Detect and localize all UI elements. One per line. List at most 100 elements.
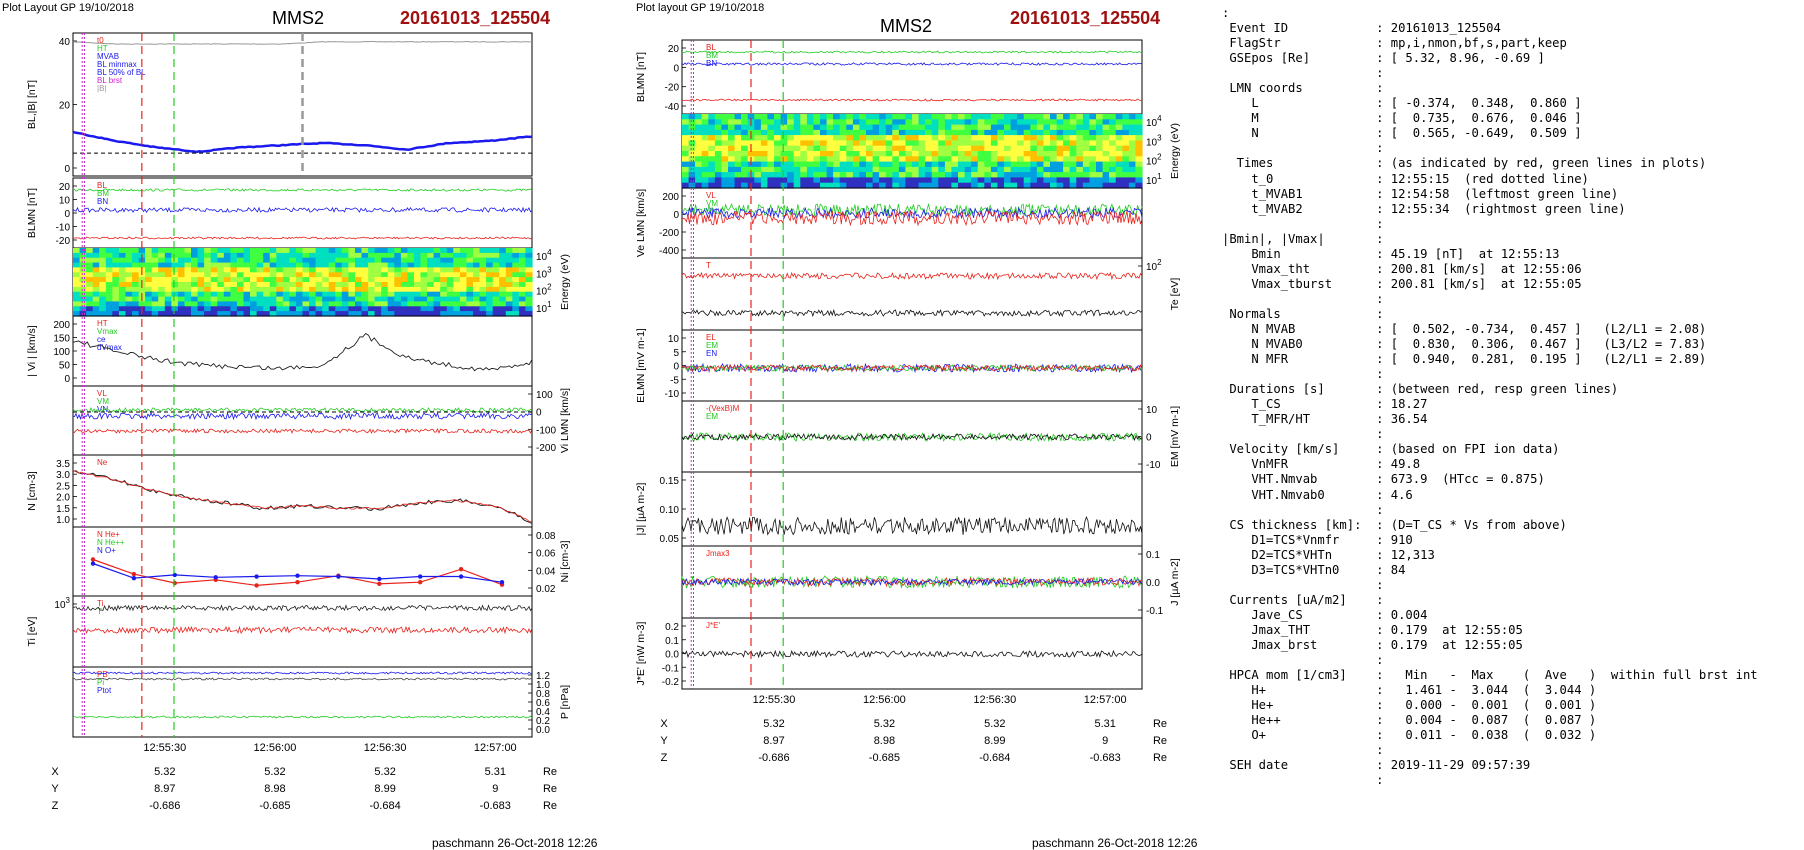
y-axis-label: BLMN [nT]: [26, 188, 38, 238]
spectrogram-cell: [714, 172, 723, 178]
spectrogram-cell: [898, 151, 907, 157]
y-tick-label: 102: [1146, 153, 1162, 168]
spectrogram-cell: [341, 301, 349, 307]
legend-entry: Pi: [97, 678, 104, 687]
spectrogram-cell: [879, 140, 887, 147]
spectrogram-cell: [695, 161, 703, 168]
spectrogram-cell: [1069, 140, 1077, 147]
spectrogram-cell: [931, 161, 939, 168]
y-tick-label: 100: [536, 390, 553, 401]
spectrogram-cell: [741, 177, 749, 184]
spectrogram-cell: [112, 282, 120, 288]
spectrogram-cell: [387, 311, 395, 317]
spectrogram-cell: [898, 135, 907, 141]
spectrogram-cell: [780, 145, 788, 152]
ve-m-trace: [681, 206, 1143, 220]
spectrogram-cell: [852, 124, 861, 131]
spectrogram-cell: [486, 296, 494, 303]
spectrogram-cell: [774, 114, 782, 120]
spectrogram-cell: [1128, 145, 1137, 152]
spectrogram-cell: [486, 301, 494, 307]
spectrogram-cell: [256, 267, 264, 273]
spectrogram-cell: [453, 306, 461, 312]
spectrogram-cell: [73, 272, 81, 278]
spectrogram-cell: [191, 306, 199, 312]
spectrogram-cell: [99, 301, 107, 307]
spectrogram-cell: [86, 277, 94, 283]
spectrogram-cell: [459, 277, 468, 283]
spectrogram-cell: [728, 156, 736, 163]
spectrogram-cell: [525, 301, 533, 307]
spectrogram-cell: [282, 262, 290, 269]
spectrogram-cell: [341, 296, 349, 303]
em-trace: [681, 363, 1143, 373]
info-line: :: [1376, 66, 1384, 81]
spectrogram-cell: [282, 301, 290, 307]
spectrogram-cell: [158, 252, 166, 259]
spectrogram-cell: [721, 177, 729, 184]
spectrogram-cell: [132, 291, 140, 298]
spectrogram-cell: [787, 114, 795, 120]
spectrogram-cell: [499, 257, 507, 264]
spectrogram-cell: [420, 252, 428, 259]
spectrogram-cell: [984, 166, 992, 173]
spectrogram-cell: [839, 161, 847, 168]
spectrogram-cell: [250, 296, 258, 303]
spectrogram-cell: [335, 301, 343, 307]
spectrogram-cell: [138, 286, 146, 293]
spectrogram-cell: [112, 248, 120, 254]
info-line: VHT.Nmvab0 : 4.6: [1251, 487, 1413, 502]
spectrogram-cell: [1089, 151, 1097, 157]
spectrogram-cell: [879, 156, 887, 163]
spectrogram-cell: [73, 257, 81, 264]
spectrogram-cell: [492, 252, 500, 259]
spectrogram-cell: [964, 156, 972, 163]
spectrogram-cell: [263, 248, 271, 254]
spectrogram-cell: [73, 296, 81, 303]
spectrogram-cell: [348, 311, 356, 317]
spectrogram-cell: [1004, 114, 1012, 120]
spectrogram-cell: [145, 248, 153, 254]
spectrogram-cell: [1010, 145, 1018, 152]
spectrogram-cell: [132, 306, 140, 312]
spectrogram-cell: [833, 119, 841, 126]
spectrogram-cell: [1036, 177, 1045, 184]
spectrogram-cell: [898, 166, 907, 173]
spectrogram-cell: [852, 114, 861, 120]
spectrogram-cell: [79, 277, 87, 283]
legend-entry: T: [706, 261, 711, 270]
spectrogram-cell: [728, 124, 736, 131]
x-tick-label: 12:57:00: [1084, 694, 1127, 706]
spectrogram-cell: [728, 177, 736, 184]
spectrogram-cell: [99, 291, 107, 298]
spectrogram-cell: [414, 248, 422, 254]
spectrogram-cell: [898, 161, 907, 168]
spectrogram-cell: [86, 272, 94, 278]
spectrogram-cell: [387, 291, 395, 298]
spectrogram-cell: [714, 156, 723, 163]
spectrogram-cell: [820, 156, 828, 163]
spectrogram-cell: [164, 282, 172, 288]
spectrogram-cell: [243, 252, 251, 259]
spectrogram-cell: [977, 129, 985, 136]
spectrogram-cell: [780, 135, 788, 141]
spectrogram-cell: [453, 301, 461, 307]
spectrogram-cell: [1023, 135, 1031, 141]
spectrogram-cell: [820, 151, 828, 157]
spectrogram-cell: [473, 248, 481, 254]
spectrogram-cell: [1135, 172, 1143, 178]
spectrogram-cell: [407, 252, 415, 259]
y-tick-label: 20: [59, 101, 71, 112]
spectrogram-cell: [892, 156, 900, 163]
y-axis-label: J [µA m-2]: [1169, 558, 1181, 606]
spectrogram-cell: [754, 140, 762, 147]
spectrogram-cell: [833, 140, 841, 147]
spectrogram-cell: [971, 177, 979, 184]
spectrogram-cell: [1050, 161, 1058, 168]
spectrogram-cell: [420, 286, 428, 293]
spectrogram-cell: [1069, 114, 1077, 120]
spectrogram-cell: [1082, 114, 1091, 120]
spectrogram-cell: [925, 182, 933, 189]
spectrogram-cell: [708, 124, 716, 131]
spectrogram-cell: [951, 114, 959, 120]
